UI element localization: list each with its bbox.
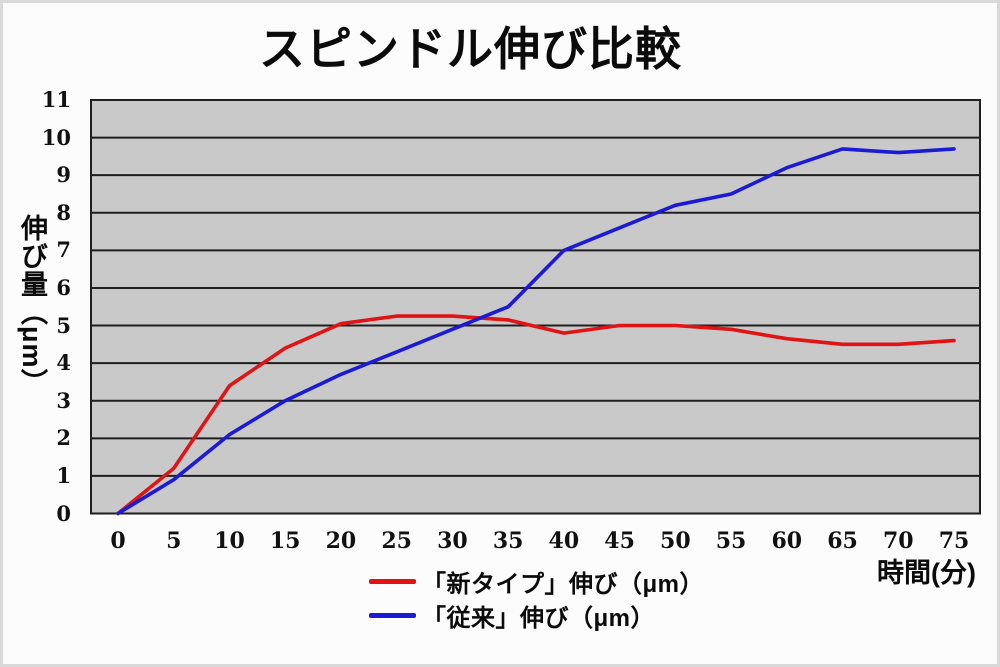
series-line-conventional (116, 147, 956, 516)
y-tick-label-10: 10 (41, 124, 71, 150)
x-tick-label-0: 0 (110, 528, 126, 554)
x-tick-label-50: 50 (660, 528, 691, 554)
legend-label-new-type: 「新タイプ」伸び（μm） (422, 570, 705, 598)
series-line-new-type (116, 314, 956, 516)
y-tick-label-5: 5 (56, 312, 71, 338)
plot-border (90, 99, 981, 515)
x-tick-label-60: 60 (771, 528, 803, 554)
x-tick-label-75: 75 (938, 528, 970, 554)
y-tick-label-7: 7 (56, 237, 71, 263)
legend-item-conventional: 「従来」伸び（μm） (369, 601, 704, 632)
x-tick-label-65: 65 (827, 528, 858, 554)
y-axis-title: 伸び量（μm） (17, 214, 47, 397)
legend: 「新タイプ」伸び（μm） 「従来」伸び（μm） (369, 567, 704, 635)
plot-background (91, 100, 980, 514)
x-tick-label-45: 45 (604, 528, 635, 554)
plot-area (90, 99, 981, 516)
x-tick-label-30: 30 (437, 528, 468, 554)
y-tick-label-2: 2 (56, 425, 71, 451)
x-tick-label-20: 20 (325, 528, 357, 554)
y-tick-label-1: 1 (56, 462, 71, 488)
x-tick-label-55: 55 (715, 528, 747, 554)
legend-line-blue-icon (369, 612, 416, 618)
legend-label-conventional: 「従来」伸び（μm） (422, 604, 656, 632)
x-tick-label-15: 15 (269, 528, 301, 554)
y-tick-label-3: 3 (56, 387, 71, 413)
y-tick-label-11: 11 (41, 87, 71, 112)
x-tick-label-5: 5 (166, 528, 182, 554)
legend-item-new-type: 「新タイプ」伸び（μm） (369, 567, 704, 598)
x-tick-label-40: 40 (548, 528, 580, 554)
x-axis-title: 時間(分) (877, 558, 976, 588)
y-tick-label-8: 8 (56, 199, 71, 225)
x-tick-label-10: 10 (214, 528, 245, 554)
chart-title: スピンドル伸び比較 (259, 23, 682, 75)
legend-line-red-icon (369, 578, 416, 584)
y-tick-label-9: 9 (56, 162, 71, 188)
x-tick-label-70: 70 (882, 528, 914, 554)
y-tick-label-4: 4 (56, 350, 71, 376)
y-tick-label-0: 0 (56, 500, 71, 526)
x-tick-label-25: 25 (381, 528, 412, 554)
x-tick-label-35: 35 (492, 528, 524, 554)
y-tick-label-6: 6 (56, 274, 71, 300)
